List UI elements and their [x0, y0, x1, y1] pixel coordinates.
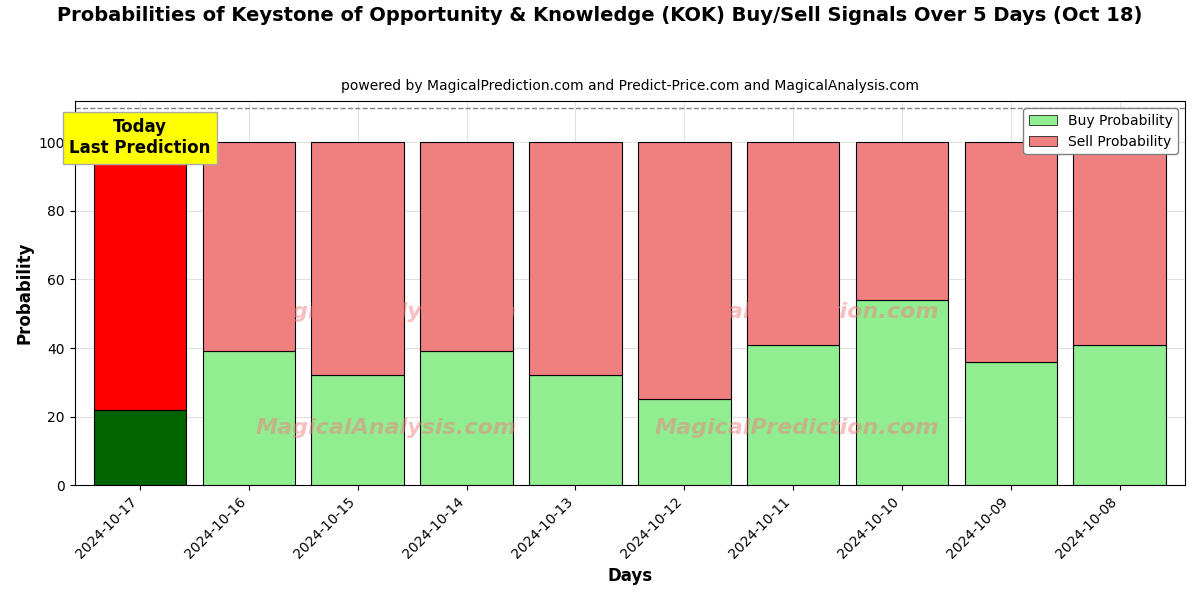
Bar — [1074, 344, 1166, 485]
Bar — [965, 362, 1057, 485]
Bar — [638, 142, 731, 400]
X-axis label: Days: Days — [607, 567, 653, 585]
Bar — [746, 344, 839, 485]
Bar — [638, 400, 731, 485]
Y-axis label: Probability: Probability — [16, 242, 34, 344]
Bar — [420, 352, 512, 485]
Legend: Buy Probability, Sell Probability: Buy Probability, Sell Probability — [1024, 108, 1178, 154]
Text: MagicalAnalysis.com: MagicalAnalysis.com — [256, 418, 516, 437]
Bar — [94, 410, 186, 485]
Bar — [312, 142, 404, 376]
Bar — [312, 376, 404, 485]
Bar — [856, 142, 948, 300]
Text: MagicalPrediction.com: MagicalPrediction.com — [654, 302, 938, 322]
Bar — [856, 300, 948, 485]
Bar — [420, 142, 512, 352]
Bar — [529, 142, 622, 376]
Bar — [965, 142, 1057, 362]
Title: powered by MagicalPrediction.com and Predict-Price.com and MagicalAnalysis.com: powered by MagicalPrediction.com and Pre… — [341, 79, 919, 93]
Text: Today
Last Prediction: Today Last Prediction — [70, 118, 211, 157]
Bar — [1074, 142, 1166, 344]
Bar — [203, 352, 295, 485]
Bar — [94, 142, 186, 410]
Text: MagicalPrediction.com: MagicalPrediction.com — [654, 418, 938, 437]
Text: MagicalAnalysis.com: MagicalAnalysis.com — [256, 302, 516, 322]
Bar — [746, 142, 839, 344]
Bar — [203, 142, 295, 352]
Bar — [529, 376, 622, 485]
Text: Probabilities of Keystone of Opportunity & Knowledge (KOK) Buy/Sell Signals Over: Probabilities of Keystone of Opportunity… — [58, 6, 1142, 25]
